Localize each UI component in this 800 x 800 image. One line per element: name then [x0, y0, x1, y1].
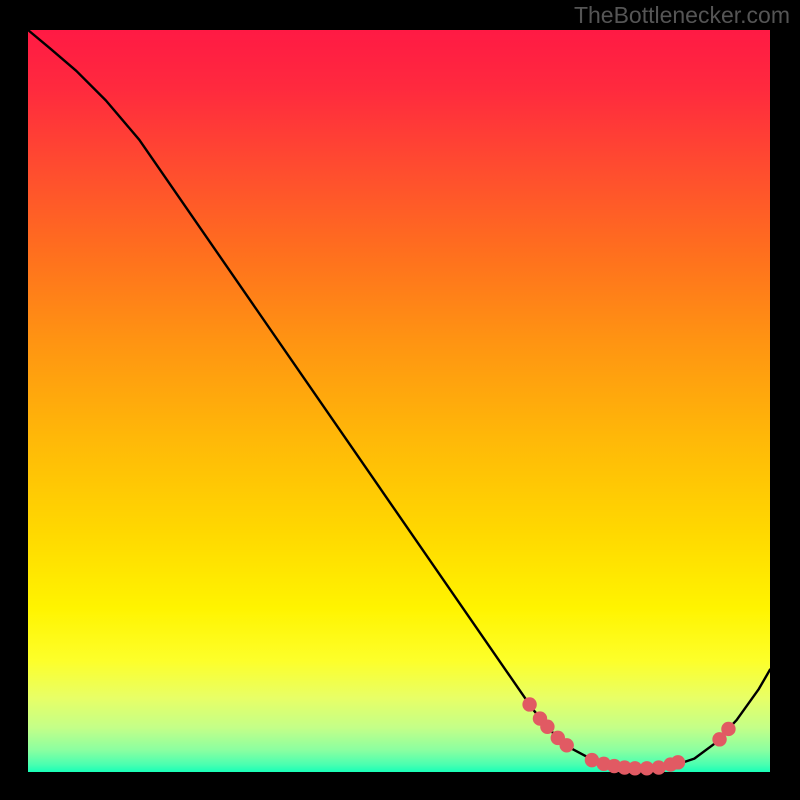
data-point — [540, 720, 554, 734]
data-point — [522, 697, 536, 711]
watermark-text: TheBottlenecker.com — [574, 2, 790, 29]
data-point — [671, 755, 685, 769]
data-point — [559, 738, 573, 752]
chart-stage: TheBottlenecker.com — [0, 0, 800, 800]
bottleneck-curve-chart — [0, 0, 800, 800]
data-point — [721, 722, 735, 736]
